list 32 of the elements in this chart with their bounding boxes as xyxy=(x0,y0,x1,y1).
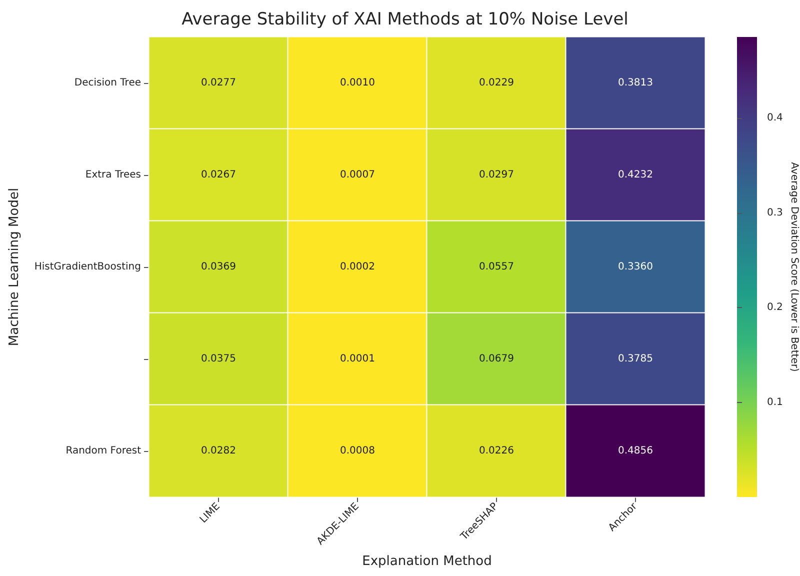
data-label: 0.0557 xyxy=(479,262,514,272)
data-label: 0.0010 xyxy=(340,78,375,88)
data-label: 0.4856 xyxy=(618,446,653,456)
data-label: 0.0267 xyxy=(201,170,236,180)
data-label: 0.0277 xyxy=(201,78,236,88)
y-tick-label: Decision Tree xyxy=(74,78,141,88)
data-label: 0.0001 xyxy=(340,354,375,364)
data-label: 0.0007 xyxy=(340,170,375,180)
data-label: 0.0226 xyxy=(479,446,514,456)
data-label: 0.0008 xyxy=(340,446,375,456)
chart-title: Average Stability of XAI Methods at 10% Noise Level xyxy=(182,10,628,30)
color-bar-label: 0.4 xyxy=(767,112,783,124)
color-bar-title: Average Deviation Score (Lower is Better) xyxy=(788,162,800,372)
color-bar-label: 0.2 xyxy=(767,302,783,314)
data-label: 0.0002 xyxy=(340,262,375,272)
data-label: 0.0297 xyxy=(479,170,514,180)
data-label: 0.3785 xyxy=(618,354,653,364)
data-label: 0.0679 xyxy=(479,354,514,364)
data-label: 0.0369 xyxy=(201,262,236,272)
data-label: 0.4232 xyxy=(618,170,653,180)
data-label: 0.0375 xyxy=(201,354,236,364)
color-bar-label: 0.3 xyxy=(767,207,783,218)
data-label: 0.3360 xyxy=(618,262,653,272)
y-tick-label: HistGradientBoosting xyxy=(34,262,141,272)
data-label: 0.0229 xyxy=(479,78,514,88)
y-tick-label: Extra Trees xyxy=(85,170,141,180)
y-tick-label: Random Forest xyxy=(66,446,142,456)
x-axis-title: Explanation Method xyxy=(362,554,492,569)
data-label: 0.3813 xyxy=(618,78,653,88)
data-label: 0.0282 xyxy=(201,446,236,456)
color-bar-label: 0.1 xyxy=(767,396,783,408)
y-axis-title: Machine Learning Model xyxy=(7,188,22,346)
